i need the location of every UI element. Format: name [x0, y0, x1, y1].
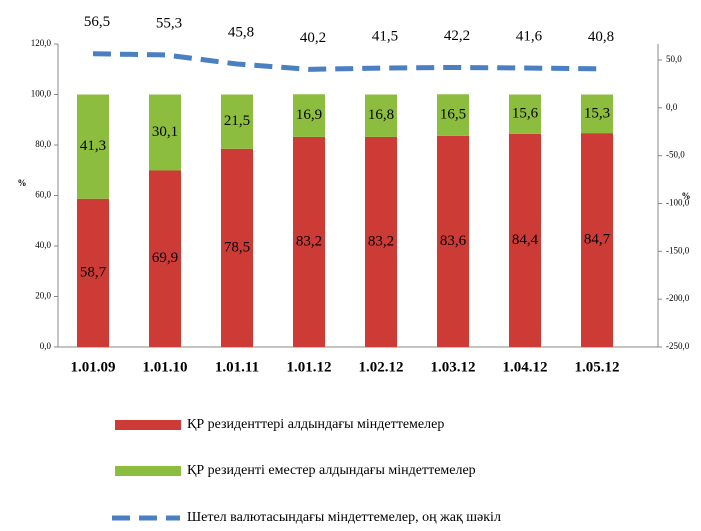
bar-segment: [365, 136, 397, 347]
y2-tick-label: -50,0: [666, 150, 685, 160]
line-label: 41,6: [516, 28, 543, 44]
data-label: 58,7: [80, 264, 107, 280]
data-label: 15,6: [512, 106, 539, 122]
data-label: 30,1: [152, 124, 178, 140]
y2-tick-label: 50,0: [666, 54, 682, 64]
data-label: 69,9: [152, 250, 178, 266]
legend-label: ҚР резиденттері алдындағы міндеттемелер: [187, 417, 444, 432]
x-tick-label: 1.02.12: [359, 359, 404, 375]
data-label: 16,9: [296, 107, 322, 123]
line-label: 56,5: [84, 14, 110, 30]
y2-tick-label: -150,0: [666, 245, 690, 255]
x-tick-label: 1.01.09: [71, 359, 116, 375]
bar-segment: [581, 94, 613, 134]
y-tick-label: 60,0: [35, 190, 51, 200]
line-label: 55,3: [156, 15, 182, 31]
y-tick-label: 40,0: [35, 240, 51, 250]
y2-axis-label: %: [682, 191, 691, 201]
data-label: 83,2: [296, 233, 322, 249]
legend-label: Шетел валютасындағы міндеттемелер, оң жа…: [187, 510, 501, 525]
line-label: 41,5: [372, 29, 398, 45]
y-tick-label: 120,0: [31, 38, 52, 48]
data-label: 16,8: [368, 107, 394, 123]
x-tick-label: 1.03.12: [431, 359, 476, 375]
data-label: 16,5: [440, 107, 466, 123]
bar-segment: [77, 94, 109, 199]
data-label: 78,5: [224, 239, 250, 255]
bar-segment: [221, 94, 253, 149]
x-tick-label: 1.04.12: [503, 359, 548, 375]
y-tick-label: 80,0: [35, 139, 51, 149]
bar-segment: [221, 148, 253, 347]
x-tick-label: 1.01.12: [287, 359, 332, 375]
legend-swatch: [115, 466, 181, 476]
data-label: 84,7: [584, 232, 611, 248]
y-tick-label: 100,0: [31, 89, 52, 99]
data-label: 21,5: [224, 113, 250, 129]
x-tick-label: 1.01.11: [215, 359, 259, 375]
legend-swatch: [115, 420, 181, 430]
bar-segment: [149, 94, 181, 171]
y-tick-label: 0,0: [40, 341, 52, 351]
data-label: 41,3: [80, 138, 106, 154]
bar-segment: [149, 170, 181, 347]
y2-tick-label: 0,0: [666, 102, 678, 112]
line-label: 42,2: [444, 28, 470, 44]
legend-label: ҚР резиденті еместер алдындағы міндеттем…: [187, 463, 476, 478]
data-label: 83,2: [368, 233, 394, 249]
bar-segment: [77, 198, 109, 347]
bar-segment: [293, 136, 325, 347]
line-label: 40,8: [588, 29, 614, 45]
bar-segment: [581, 133, 613, 347]
bar-segment: [509, 133, 541, 347]
y-axis-label: %: [18, 178, 27, 188]
y2-tick-label: -250,0: [666, 341, 690, 351]
y2-tick-label: -200,0: [666, 293, 690, 303]
bar-segment: [437, 135, 469, 347]
bar-segment: [437, 94, 469, 136]
line-label: 40,2: [300, 30, 326, 46]
y2-tick-label: -100,0: [666, 198, 690, 208]
x-tick-label: 1.05.12: [575, 359, 620, 375]
line: [92, 51, 598, 72]
data-label: 15,3: [584, 105, 610, 121]
bar-segment: [365, 94, 397, 137]
y-tick-label: 20,0: [35, 291, 51, 301]
x-tick-label: 1.01.10: [143, 359, 188, 375]
data-label: 84,4: [512, 232, 539, 248]
data-label: 83,6: [440, 233, 467, 249]
bar-segment: [293, 94, 325, 137]
bar-segment: [509, 94, 541, 134]
line-label: 45,8: [228, 24, 254, 40]
